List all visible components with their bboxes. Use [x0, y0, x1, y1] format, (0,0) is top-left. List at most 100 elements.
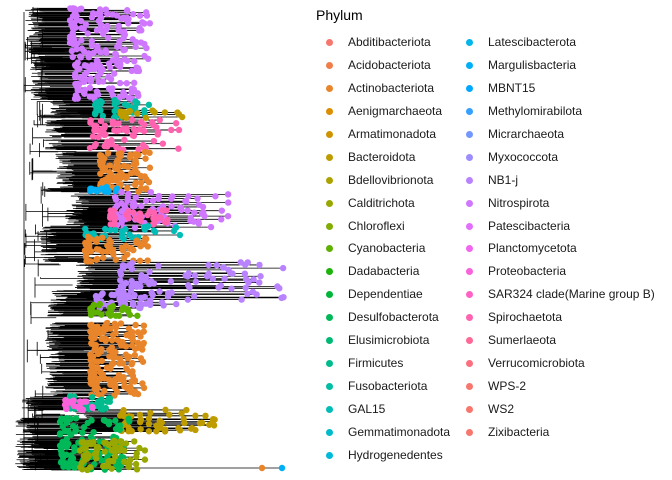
- tip-point: [205, 261, 212, 269]
- tip-point: [134, 339, 142, 347]
- tip-point: [130, 79, 138, 87]
- legend-key: [466, 291, 473, 299]
- tip-point: [98, 345, 105, 353]
- tip-point: [92, 292, 100, 300]
- tip-point: [80, 452, 88, 460]
- tip-point: [62, 396, 69, 404]
- tip-point: [116, 79, 124, 87]
- tip-point: [116, 38, 123, 45]
- tip-point: [77, 17, 85, 25]
- tip-point: [82, 21, 90, 28]
- tip-point: [72, 415, 80, 422]
- tip-point: [77, 399, 84, 407]
- tip-point: [225, 266, 232, 274]
- tip-point: [132, 160, 140, 167]
- tip-point: [113, 185, 121, 192]
- tip-point: [192, 412, 199, 419]
- tip-point: [119, 230, 126, 237]
- tip-point: [107, 221, 114, 228]
- tip-point: [244, 290, 251, 298]
- tip-point: [137, 39, 145, 46]
- tip-point: [120, 235, 127, 243]
- tip-point: [114, 336, 121, 344]
- tip-point: [102, 404, 109, 412]
- legend-key: [466, 428, 473, 436]
- tip-point: [108, 337, 116, 344]
- legend-label: Zixibacteria: [488, 424, 550, 439]
- tip-point: [88, 14, 96, 21]
- tip-point: [155, 262, 162, 270]
- tip-point: [279, 264, 287, 272]
- tip-point: [120, 447, 128, 454]
- tip-point: [144, 55, 152, 63]
- tip-point: [155, 192, 163, 200]
- tip-point: [191, 209, 198, 216]
- tip-point: [86, 84, 94, 92]
- tip-point: [137, 179, 145, 186]
- tip-point: [68, 47, 76, 55]
- tip-point: [120, 89, 127, 96]
- tip-point: [99, 78, 107, 85]
- tip-point: [62, 438, 69, 446]
- tip-point: [183, 406, 190, 414]
- legend-key: [326, 406, 333, 413]
- legend-key: [466, 199, 473, 207]
- legend-label: Patescibacteria: [488, 218, 571, 233]
- tip-point: [118, 188, 125, 196]
- tip-point: [99, 112, 106, 120]
- legend-label: Bacteroidota: [348, 149, 416, 164]
- tip-point: [76, 447, 84, 454]
- legend-key: [466, 39, 473, 46]
- tip-point: [142, 274, 150, 281]
- tip-point: [132, 194, 139, 201]
- tip-point: [145, 101, 153, 109]
- tip-point: [120, 14, 128, 21]
- tip-point: [106, 244, 114, 251]
- tip-point: [77, 54, 85, 61]
- tip-point: [117, 61, 124, 68]
- tip-point: [113, 202, 121, 209]
- legend-label: Dependentiae: [348, 287, 423, 302]
- tip-point: [69, 455, 77, 462]
- legend-key: [326, 337, 333, 345]
- tip-point: [90, 49, 97, 57]
- tip-point: [184, 296, 192, 303]
- tip-point: [86, 93, 94, 100]
- tip-point: [101, 142, 108, 150]
- tip-point: [98, 311, 105, 318]
- tip-point: [71, 12, 79, 20]
- tip-point: [111, 96, 118, 104]
- tip-point: [147, 189, 155, 196]
- tip-point: [141, 148, 149, 156]
- tip-point: [56, 430, 64, 437]
- tip-point: [238, 296, 245, 303]
- legend-label: Acidobacteriota: [348, 57, 431, 72]
- tip-point: [135, 151, 142, 159]
- tip-point: [256, 261, 263, 269]
- tip-point: [137, 425, 144, 433]
- tip-point: [94, 399, 101, 406]
- tip-point: [88, 321, 95, 329]
- tip-point: [146, 149, 153, 156]
- legend-key: [466, 406, 473, 413]
- tip-point: [146, 280, 153, 288]
- legend-label: Proteobacteria: [488, 264, 567, 279]
- tip-point: [100, 254, 107, 261]
- tip-point: [59, 458, 66, 465]
- tip-point: [129, 359, 136, 367]
- tip-point: [98, 98, 105, 106]
- tip-point: [110, 70, 118, 77]
- tip-point: [97, 405, 105, 413]
- tip-point: [133, 466, 141, 473]
- tip-point: [99, 463, 107, 470]
- tip-point: [132, 179, 140, 186]
- tip-point: [229, 270, 236, 277]
- tip-point: [104, 10, 111, 18]
- legend-title: Phylum: [316, 7, 363, 23]
- tip-point: [135, 146, 142, 153]
- tip-point: [141, 456, 149, 463]
- tip-point: [90, 428, 97, 436]
- tip-point: [209, 275, 216, 282]
- tip-point: [134, 65, 142, 72]
- tip-point: [130, 301, 137, 309]
